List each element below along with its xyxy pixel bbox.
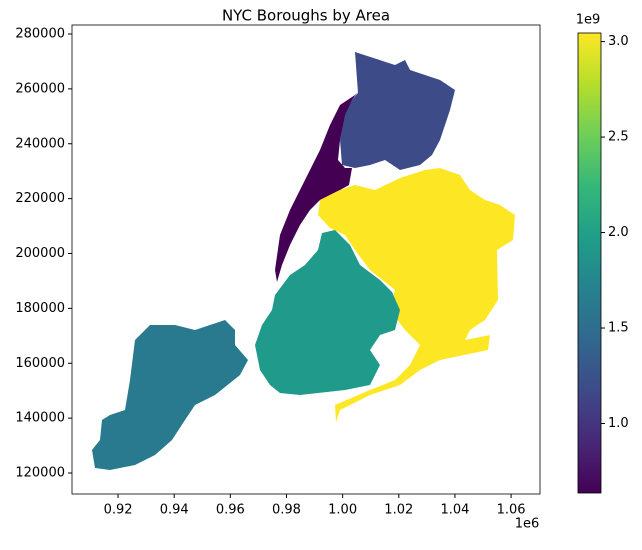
y-tick-label: 280000 bbox=[15, 26, 65, 41]
y-tick-label: 220000 bbox=[15, 191, 65, 206]
borough bbox=[255, 230, 400, 395]
y-tick-label: 200000 bbox=[15, 246, 65, 261]
colorbar-tick-label: 2.5 bbox=[608, 130, 629, 145]
y-tick-label: 140000 bbox=[15, 411, 65, 426]
x-tick-label: 1.02 bbox=[384, 503, 413, 518]
colorbar-offset-label: 1e9 bbox=[576, 13, 601, 28]
x-tick-label: 0.96 bbox=[216, 503, 245, 518]
x-tick-label: 1.06 bbox=[497, 503, 526, 518]
x-tick-label: 0.94 bbox=[160, 503, 189, 518]
colorbar-tick-label: 3.0 bbox=[608, 34, 629, 49]
colorbar-tick-label: 1.5 bbox=[608, 321, 629, 336]
x-tick-label: 1.00 bbox=[328, 503, 357, 518]
x-tick-label: 0.92 bbox=[104, 503, 133, 518]
colorbar-tick-label: 2.0 bbox=[608, 225, 629, 240]
plot-frame bbox=[71, 24, 541, 495]
colorbar bbox=[577, 32, 602, 494]
y-tick-label: 260000 bbox=[15, 81, 65, 96]
borough bbox=[340, 52, 455, 170]
colorbar-tick-label: 1.0 bbox=[608, 416, 629, 431]
chart-title: NYC Boroughs by Area bbox=[222, 7, 390, 25]
y-tick-label: 120000 bbox=[15, 466, 65, 481]
borough bbox=[275, 92, 358, 282]
y-tick-label: 160000 bbox=[15, 356, 65, 371]
borough bbox=[92, 320, 248, 470]
x-tick-label: 0.98 bbox=[272, 503, 301, 518]
y-tick-label: 240000 bbox=[15, 136, 65, 151]
x-offset-label: 1e6 bbox=[515, 517, 540, 532]
y-tick-label: 180000 bbox=[15, 301, 65, 316]
borough bbox=[318, 168, 515, 422]
x-tick-label: 1.04 bbox=[440, 503, 469, 518]
